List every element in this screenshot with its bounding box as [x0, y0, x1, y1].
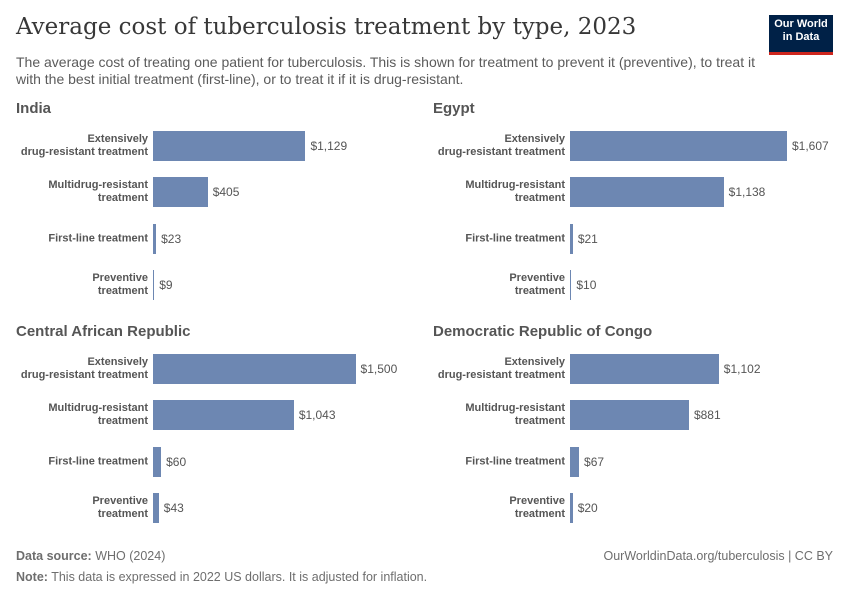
- category-label: First-line treatment: [465, 232, 565, 245]
- value-label: $67: [584, 454, 605, 469]
- bar: [570, 177, 724, 208]
- category-label: Preventive treatment: [509, 494, 565, 520]
- source-text: WHO (2024): [95, 549, 166, 563]
- bar: [153, 131, 306, 161]
- subtitle: The average cost of treating one patient…: [16, 54, 755, 87]
- value-label: $23: [161, 231, 182, 246]
- category-label: First-line treatment: [465, 455, 565, 468]
- value-label: $1,500: [360, 362, 398, 376]
- category-label: Multidrug-resistant treatment: [48, 402, 148, 428]
- category-label: Multidrug-resistant treatment: [465, 402, 565, 428]
- value-label: $1,043: [298, 408, 336, 423]
- bar: [153, 400, 294, 431]
- bar: [570, 131, 787, 161]
- bar: [153, 492, 159, 523]
- category-label: First-line treatment: [48, 232, 148, 245]
- source-label: Data source:: [16, 549, 92, 563]
- category-label: Multidrug-resistant treatment: [48, 179, 148, 205]
- value-label: $20: [577, 500, 598, 515]
- panel-title: Central African Republic: [16, 323, 191, 340]
- url[interactable]: OurWorldinData.org/tuberculosis | CC BY: [603, 549, 834, 563]
- category-label: Extensively drug-resistant treatment: [20, 356, 148, 381]
- logo[interactable]: Our World in Data: [769, 15, 833, 55]
- panel-title: Egypt: [433, 100, 475, 117]
- bar: [153, 177, 208, 208]
- bar: [570, 269, 572, 300]
- bar: [570, 492, 573, 523]
- value-label: $10: [576, 277, 597, 292]
- category-label: Extensively drug-resistant treatment: [437, 356, 565, 381]
- value-label: $43: [163, 500, 184, 515]
- value-label: $1,129: [310, 139, 348, 153]
- category-label: Extensively drug-resistant treatment: [20, 133, 148, 158]
- value-label: $9: [159, 277, 173, 292]
- value-label: $60: [166, 454, 187, 469]
- bar: [570, 446, 580, 477]
- category-label: Preventive treatment: [92, 494, 148, 520]
- value-label: $1,102: [723, 362, 761, 376]
- title: Average cost of tuberculosis treatment b…: [16, 14, 637, 40]
- note: Note: This data is expressed in 2022 US …: [16, 570, 427, 584]
- bar: [153, 269, 155, 300]
- bar: [153, 354, 356, 384]
- bar: [570, 223, 573, 254]
- note-label: Note:: [16, 570, 48, 584]
- bar: [153, 223, 157, 254]
- value-label: $405: [212, 185, 240, 200]
- category-label: Preventive treatment: [92, 271, 148, 297]
- bar: [570, 354, 719, 384]
- source: Data source: WHO (2024): [16, 549, 165, 563]
- category-label: Multidrug-resistant treatment: [465, 179, 565, 205]
- panel-title: India: [16, 100, 52, 117]
- category-label: Extensively drug-resistant treatment: [437, 133, 565, 158]
- category-label: First-line treatment: [48, 455, 148, 468]
- value-label: $1,607: [792, 139, 829, 153]
- value-label: $1,138: [728, 185, 766, 200]
- bar: [153, 446, 162, 477]
- bar: [570, 400, 689, 431]
- value-label: $21: [577, 231, 598, 246]
- value-label: $881: [693, 408, 721, 423]
- note-text: This data is expressed in 2022 US dollar…: [51, 570, 428, 584]
- category-label: Preventive treatment: [509, 271, 565, 297]
- panel-title: Democratic Republic of Congo: [433, 323, 653, 340]
